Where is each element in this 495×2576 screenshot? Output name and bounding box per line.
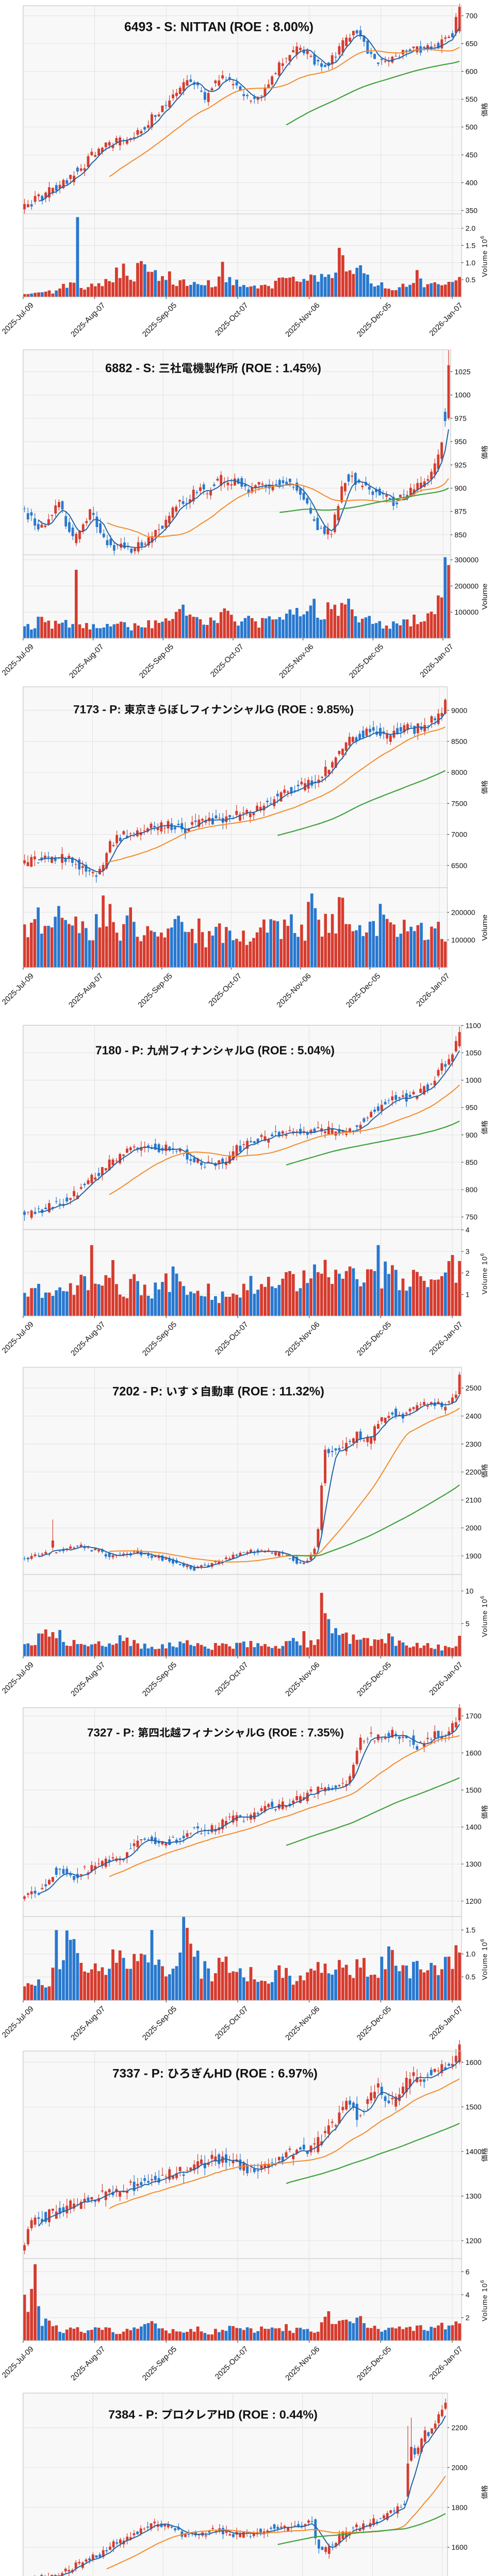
- svg-text:1200: 1200: [466, 2236, 482, 2245]
- svg-text:4: 4: [466, 1226, 470, 1234]
- svg-text:Volume 106: Volume 106: [480, 235, 489, 277]
- svg-text:900: 900: [466, 1131, 478, 1139]
- svg-text:1900: 1900: [466, 1552, 482, 1560]
- svg-text:500: 500: [466, 123, 478, 131]
- svg-text:6493 - S: NITTAN (ROE : 8.00%): 6493 - S: NITTAN (ROE : 8.00%): [124, 21, 314, 35]
- svg-text:1600: 1600: [466, 1749, 482, 1757]
- svg-text:1400: 1400: [466, 2147, 482, 2156]
- svg-text:Volume 106: Volume 106: [480, 1596, 489, 1637]
- svg-text:4: 4: [466, 2291, 470, 2299]
- svg-text:200000: 200000: [451, 908, 475, 917]
- svg-text:600: 600: [466, 67, 478, 76]
- svg-text:7337 - P:: 7337 - P:: [112, 2067, 168, 2081]
- svg-text:0.5: 0.5: [466, 276, 476, 284]
- svg-text:2300: 2300: [466, 1440, 482, 1448]
- svg-text:1700: 1700: [466, 1712, 482, 1720]
- svg-text:1500: 1500: [466, 2103, 482, 2111]
- svg-text:800: 800: [466, 1185, 478, 1194]
- svg-text:550: 550: [466, 95, 478, 104]
- svg-text:(ROE : 1.45%): (ROE : 1.45%): [238, 362, 321, 376]
- svg-text:2000: 2000: [466, 1524, 482, 1532]
- svg-text:1400: 1400: [466, 1823, 482, 1831]
- svg-text:750: 750: [466, 1213, 478, 1221]
- svg-text:950: 950: [466, 1104, 478, 1112]
- svg-text:Volume 106: Volume 106: [480, 1939, 489, 1980]
- svg-text:100000: 100000: [451, 936, 475, 944]
- svg-text:1: 1: [466, 1291, 470, 1299]
- svg-text:7327 - P:: 7327 - P:: [87, 1726, 138, 1739]
- svg-text:7384 - P:: 7384 - P:: [108, 2408, 161, 2421]
- svg-text:700: 700: [466, 12, 478, 20]
- svg-text:300000: 300000: [455, 556, 479, 564]
- svg-text:5: 5: [466, 1620, 470, 1628]
- svg-text:950: 950: [455, 437, 467, 446]
- svg-text:Volume: Volume: [481, 583, 489, 609]
- svg-text:975: 975: [455, 414, 467, 422]
- svg-text:875: 875: [455, 507, 467, 516]
- svg-text:200000: 200000: [455, 582, 479, 590]
- svg-text:8000: 8000: [451, 768, 467, 776]
- svg-text:1300: 1300: [466, 1860, 482, 1868]
- svg-text:450: 450: [466, 151, 478, 159]
- svg-text:1200: 1200: [466, 1897, 482, 1905]
- svg-text:350: 350: [466, 207, 478, 215]
- svg-text:G (ROE : 5.04%): G (ROE : 5.04%): [245, 1044, 335, 1057]
- svg-text:850: 850: [455, 531, 467, 539]
- svg-text:8500: 8500: [451, 737, 467, 745]
- svg-text:2100: 2100: [466, 1496, 482, 1504]
- svg-text:3: 3: [466, 1247, 470, 1256]
- svg-text:2: 2: [466, 2314, 470, 2322]
- svg-text:400: 400: [466, 179, 478, 187]
- svg-text:1.5: 1.5: [466, 241, 476, 249]
- svg-text:1000: 1000: [466, 1076, 482, 1084]
- svg-text:2200: 2200: [466, 1468, 482, 1476]
- svg-text:1.0: 1.0: [466, 1950, 476, 1958]
- svg-text:2500: 2500: [466, 1384, 482, 1392]
- svg-text:2200: 2200: [452, 2424, 468, 2432]
- svg-text:0.5: 0.5: [466, 1973, 476, 1981]
- svg-text:2000: 2000: [452, 2463, 468, 2471]
- svg-text:HD (ROE : 6.97%): HD (ROE : 6.97%): [214, 2067, 318, 2081]
- svg-text:650: 650: [466, 40, 478, 48]
- svg-text:900: 900: [455, 484, 467, 493]
- svg-text:7173 - P:: 7173 - P:: [73, 703, 124, 716]
- svg-text:G (ROE : 9.85%): G (ROE : 9.85%): [265, 703, 354, 716]
- svg-text:6500: 6500: [451, 861, 467, 870]
- svg-text:100000: 100000: [455, 608, 479, 616]
- svg-text:Volume 106: Volume 106: [480, 1253, 489, 1294]
- svg-text:7180 - P:: 7180 - P:: [95, 1044, 147, 1057]
- svg-text:6: 6: [466, 2267, 470, 2276]
- svg-text:6882 - S:: 6882 - S:: [105, 362, 159, 376]
- svg-text:G (ROE : 7.35%): G (ROE : 7.35%): [256, 1726, 344, 1739]
- svg-text:9000: 9000: [451, 706, 467, 715]
- svg-text:1500: 1500: [466, 1786, 482, 1794]
- svg-text:1.5: 1.5: [466, 1926, 476, 1934]
- svg-text:2400: 2400: [466, 1412, 482, 1420]
- svg-text:1800: 1800: [452, 2503, 468, 2512]
- svg-text:1.0: 1.0: [466, 259, 476, 267]
- svg-text:1300: 1300: [466, 2192, 482, 2200]
- svg-text:7500: 7500: [451, 799, 467, 807]
- svg-text:1050: 1050: [466, 1049, 482, 1057]
- svg-text:HD (ROE : 0.44%): HD (ROE : 0.44%): [218, 2408, 318, 2421]
- svg-text:10: 10: [466, 1587, 474, 1595]
- svg-text:2: 2: [466, 1269, 470, 1277]
- svg-text:1100: 1100: [466, 1021, 481, 1029]
- svg-text:7202 - P:: 7202 - P:: [112, 1385, 166, 1399]
- svg-text:(ROE : 11.32%): (ROE : 11.32%): [234, 1385, 324, 1399]
- svg-text:1600: 1600: [466, 2058, 482, 2066]
- svg-text:1000: 1000: [455, 391, 471, 399]
- svg-text:1600: 1600: [452, 2543, 468, 2551]
- svg-text:2.0: 2.0: [466, 224, 476, 232]
- svg-text:925: 925: [455, 461, 467, 469]
- svg-text:7000: 7000: [451, 831, 467, 839]
- svg-text:850: 850: [466, 1158, 478, 1166]
- svg-text:Volume 106: Volume 106: [480, 2280, 489, 2321]
- svg-text:Volume: Volume: [481, 914, 489, 941]
- svg-text:1025: 1025: [455, 368, 471, 376]
